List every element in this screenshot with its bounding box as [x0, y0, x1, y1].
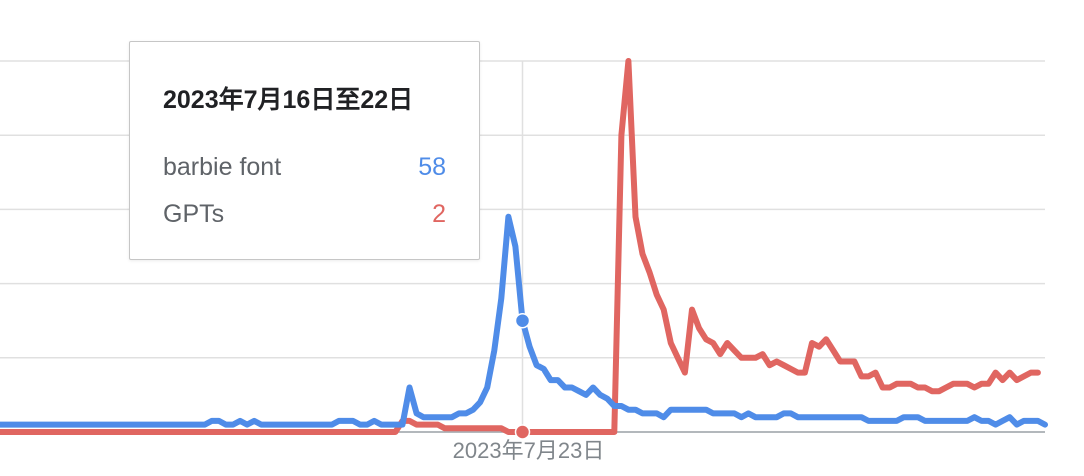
tooltip-row-barbie-font: barbie font 58 [163, 153, 446, 185]
x-tick-label: 2023年7月23日 [453, 438, 605, 463]
tooltip-row-gpts: GPTs 2 [163, 200, 446, 232]
hover-point-barbie-font [514, 312, 531, 329]
tooltip-title: 2023年7月16日至22日 [163, 86, 414, 114]
tooltip-series-name: GPTs [163, 200, 225, 228]
x-tick-labels: 2023年7月23日 [453, 438, 605, 463]
tooltip-series-value: 2 [432, 200, 446, 228]
hover-point-gpts [514, 424, 531, 440]
tooltip-series-name: barbie font [163, 153, 282, 181]
hover-markers [514, 312, 531, 440]
tooltip-series-value: 58 [418, 153, 446, 181]
hover-tooltip: 2023年7月16日至22日 barbie font 58 GPTs 2 [129, 41, 480, 260]
